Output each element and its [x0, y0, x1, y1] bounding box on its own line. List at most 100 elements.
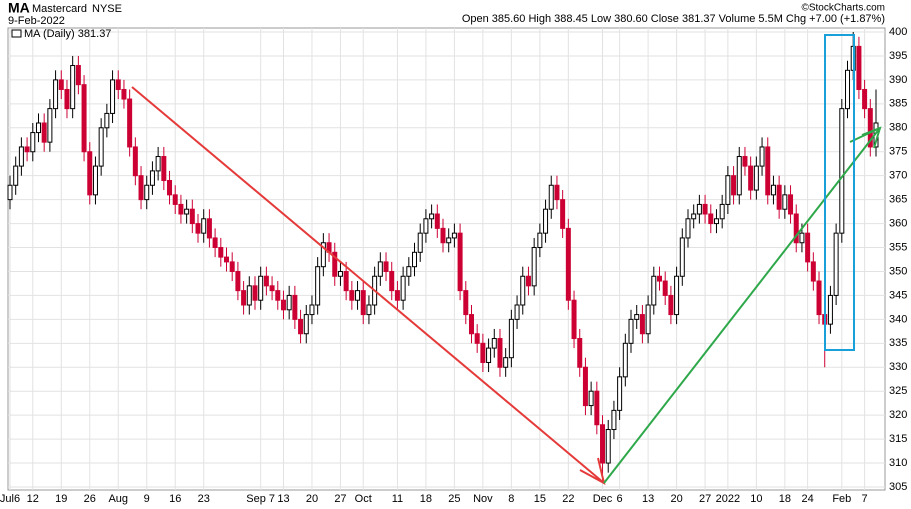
candle	[132, 137, 138, 186]
candle	[713, 209, 719, 234]
candle-body	[508, 318, 514, 359]
candle-body	[867, 108, 873, 148]
x-tick-label: Oct	[355, 493, 372, 505]
x-tick-label: 24	[802, 493, 814, 505]
candle	[617, 367, 623, 420]
y-tick-label: 330	[889, 361, 907, 373]
candle-body	[788, 194, 794, 215]
candle-body	[651, 275, 657, 306]
candle	[64, 79, 70, 119]
candle-body	[298, 318, 304, 335]
candle-body	[121, 88, 127, 100]
candle-body	[514, 304, 520, 320]
y-tick-label: 365	[889, 194, 907, 206]
candle	[47, 99, 53, 152]
candle-body	[252, 285, 258, 301]
candle-body	[98, 127, 104, 167]
candle-body	[303, 314, 309, 335]
candle	[189, 199, 195, 234]
x-tick-label: 20	[306, 493, 318, 505]
candle	[429, 204, 435, 229]
candle	[463, 281, 469, 325]
candle-body	[184, 208, 190, 215]
candle-body	[685, 218, 691, 239]
candle	[543, 199, 549, 243]
candle-body	[429, 213, 435, 220]
candle	[651, 266, 657, 315]
candle	[753, 156, 759, 200]
candle	[560, 190, 566, 238]
candle	[104, 103, 110, 138]
candle	[582, 357, 588, 416]
candle	[280, 290, 286, 320]
candle-body	[531, 247, 537, 287]
y-tick-label: 370	[889, 170, 907, 182]
candle-body	[360, 290, 366, 316]
candle	[53, 70, 59, 119]
legend-swatch	[11, 29, 22, 38]
candle	[212, 228, 218, 258]
candle-body	[725, 175, 731, 205]
candle	[622, 333, 628, 387]
x-tick-label: 7	[862, 493, 868, 505]
candle-body	[451, 232, 457, 239]
y-tick-label: 395	[889, 50, 907, 62]
candle	[691, 204, 697, 229]
x-tick-label: 16	[169, 493, 181, 505]
candle-body	[503, 357, 509, 368]
candle-body	[753, 165, 759, 191]
candle-body	[366, 304, 372, 316]
candle-body	[309, 304, 315, 316]
candle	[383, 252, 389, 282]
candle	[503, 348, 509, 377]
candle	[628, 309, 634, 353]
x-tick-label: 13	[277, 493, 289, 505]
candle-body	[628, 318, 634, 344]
candle	[782, 185, 788, 219]
y-tick-label: 320	[889, 409, 907, 421]
candle-body	[577, 338, 583, 368]
candle	[406, 257, 412, 286]
candle	[349, 281, 355, 310]
x-tick-label: 9	[144, 493, 150, 505]
annotations	[131, 34, 882, 485]
candle-body	[355, 290, 361, 301]
x-tick-label: 6	[617, 493, 623, 505]
candle	[30, 123, 36, 162]
candle	[58, 70, 64, 100]
candle	[434, 204, 440, 238]
candle-body	[662, 280, 668, 296]
candle-body	[793, 213, 799, 244]
y-tick-label: 400	[889, 26, 907, 38]
candle-body	[759, 146, 765, 167]
candle-body	[406, 266, 412, 277]
candle	[520, 266, 526, 315]
candle-body	[280, 299, 286, 311]
candle-body	[548, 184, 554, 210]
candle-body	[35, 122, 41, 134]
candle-body	[269, 285, 275, 292]
candle	[155, 146, 161, 181]
candle	[480, 333, 486, 373]
candle-body	[155, 156, 161, 172]
x-tick-label: Jul6	[0, 493, 20, 505]
candle-body	[497, 338, 503, 368]
candle	[355, 281, 361, 310]
x-tick-label: 18	[420, 493, 432, 505]
candle-body	[708, 213, 714, 225]
candle-body	[47, 108, 53, 143]
candle-body	[736, 156, 742, 196]
candle	[845, 60, 851, 119]
candle-body	[457, 232, 463, 292]
candle-body	[110, 79, 116, 114]
candle-body	[229, 261, 235, 272]
candle-body	[132, 146, 138, 177]
x-tick-label: 15	[534, 493, 546, 505]
candle	[298, 309, 304, 344]
candle-body	[765, 146, 771, 196]
y-tick-label: 390	[889, 74, 907, 86]
candle	[149, 161, 155, 195]
candle	[332, 242, 338, 286]
candle	[725, 166, 731, 214]
candle	[719, 194, 725, 229]
